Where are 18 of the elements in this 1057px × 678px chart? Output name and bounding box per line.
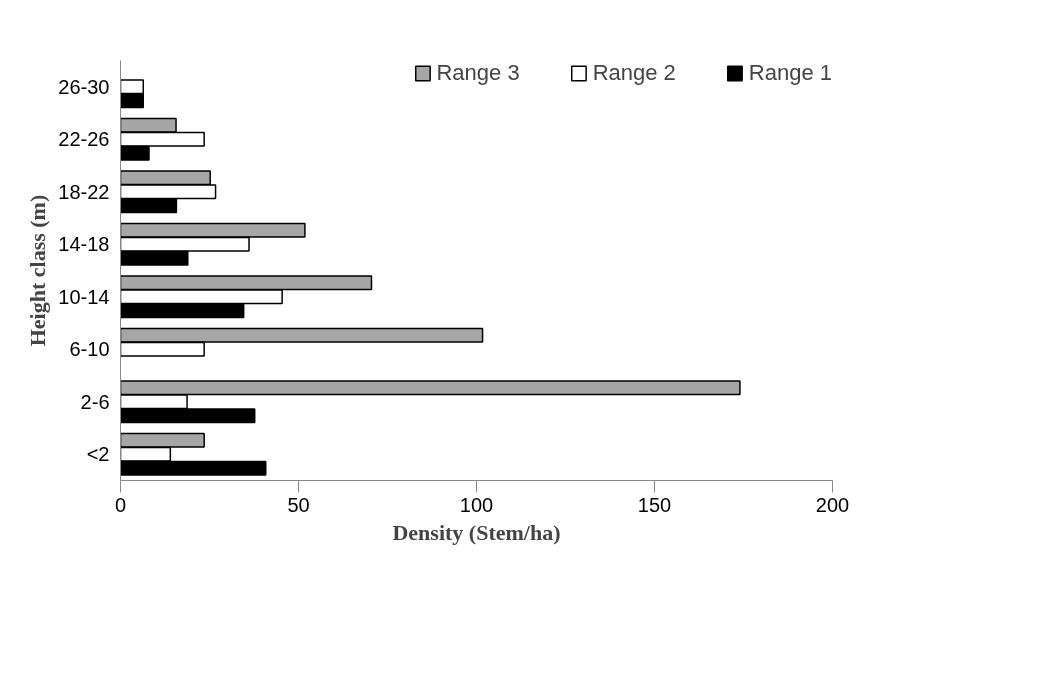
y-tick-label: 22-26 [58,128,110,151]
x-tick-label: 150 [637,493,672,516]
x-tick-label: 50 [287,493,310,516]
legend-label: Range 2 [592,60,676,86]
y-tick-label: <2 [86,443,110,466]
y-tick-label: 26-30 [58,75,110,98]
y-axis-title: Height class (m) [25,194,51,347]
y-tick-label: 10-14 [58,285,110,308]
x-tick-label: 100 [459,493,494,516]
x-tick-label: 200 [815,493,850,516]
legend-label: Range 1 [748,60,832,86]
y-tick-label: 2-6 [80,390,110,413]
x-tick-label: 0 [114,493,127,516]
y-tick-label: 14-18 [58,233,110,256]
legend-label: Range 3 [436,60,520,86]
y-tick-label: 6-10 [69,338,110,361]
x-axis-title: Density (Stem/ha) [392,519,561,545]
y-tick-label: 18-22 [58,180,110,203]
